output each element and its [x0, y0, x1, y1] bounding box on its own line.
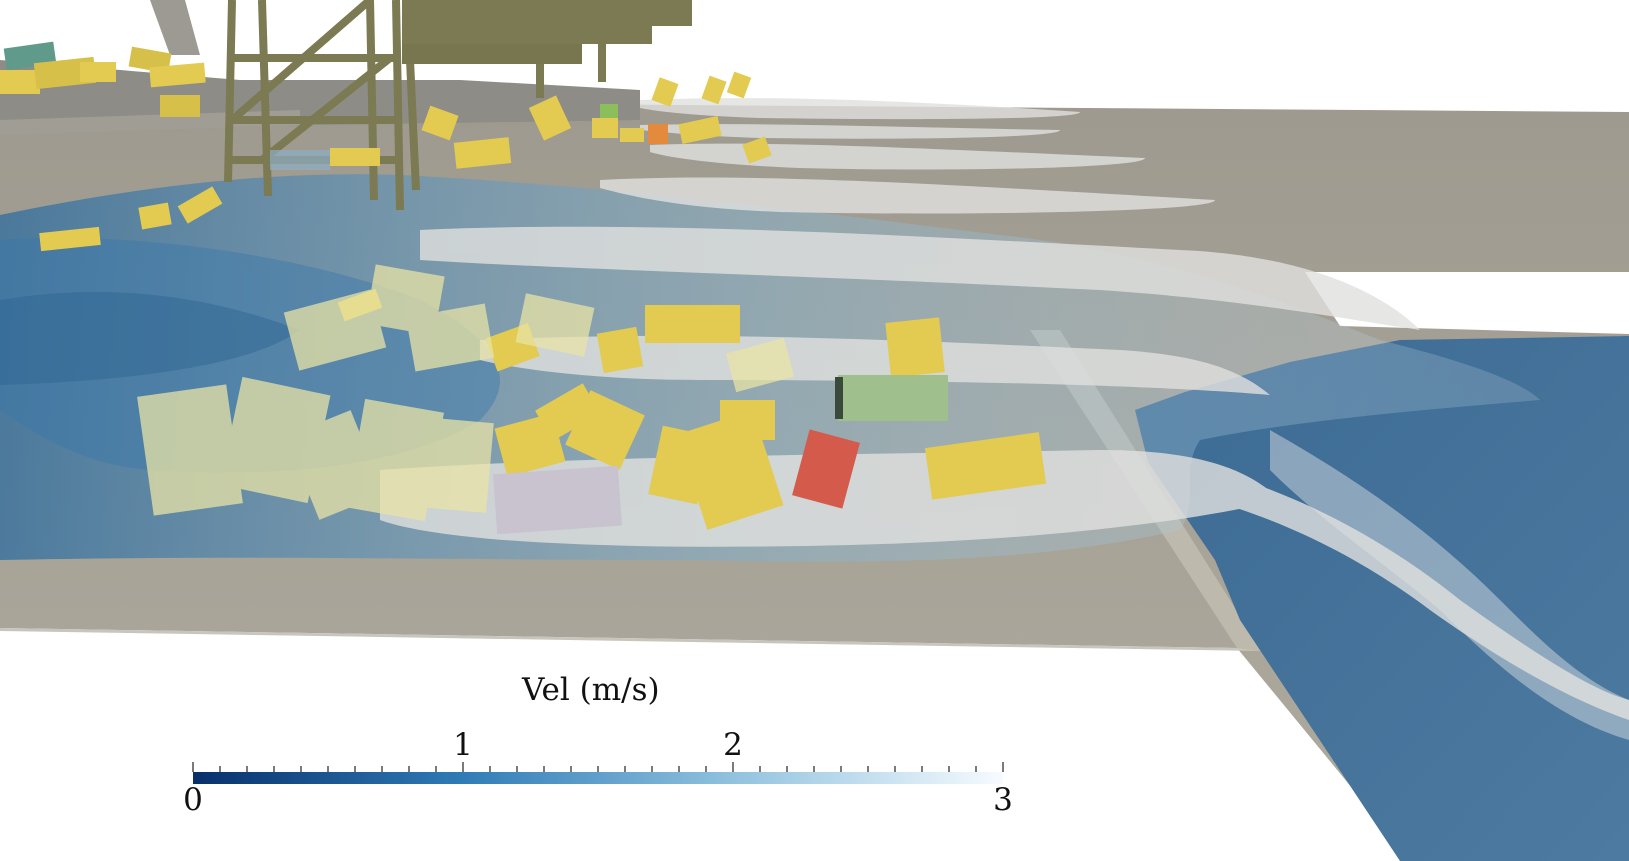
containers-submerged — [137, 264, 795, 522]
crane-boom — [150, 0, 692, 64]
containers-foreground — [337, 288, 1047, 535]
containers-background — [0, 41, 772, 252]
